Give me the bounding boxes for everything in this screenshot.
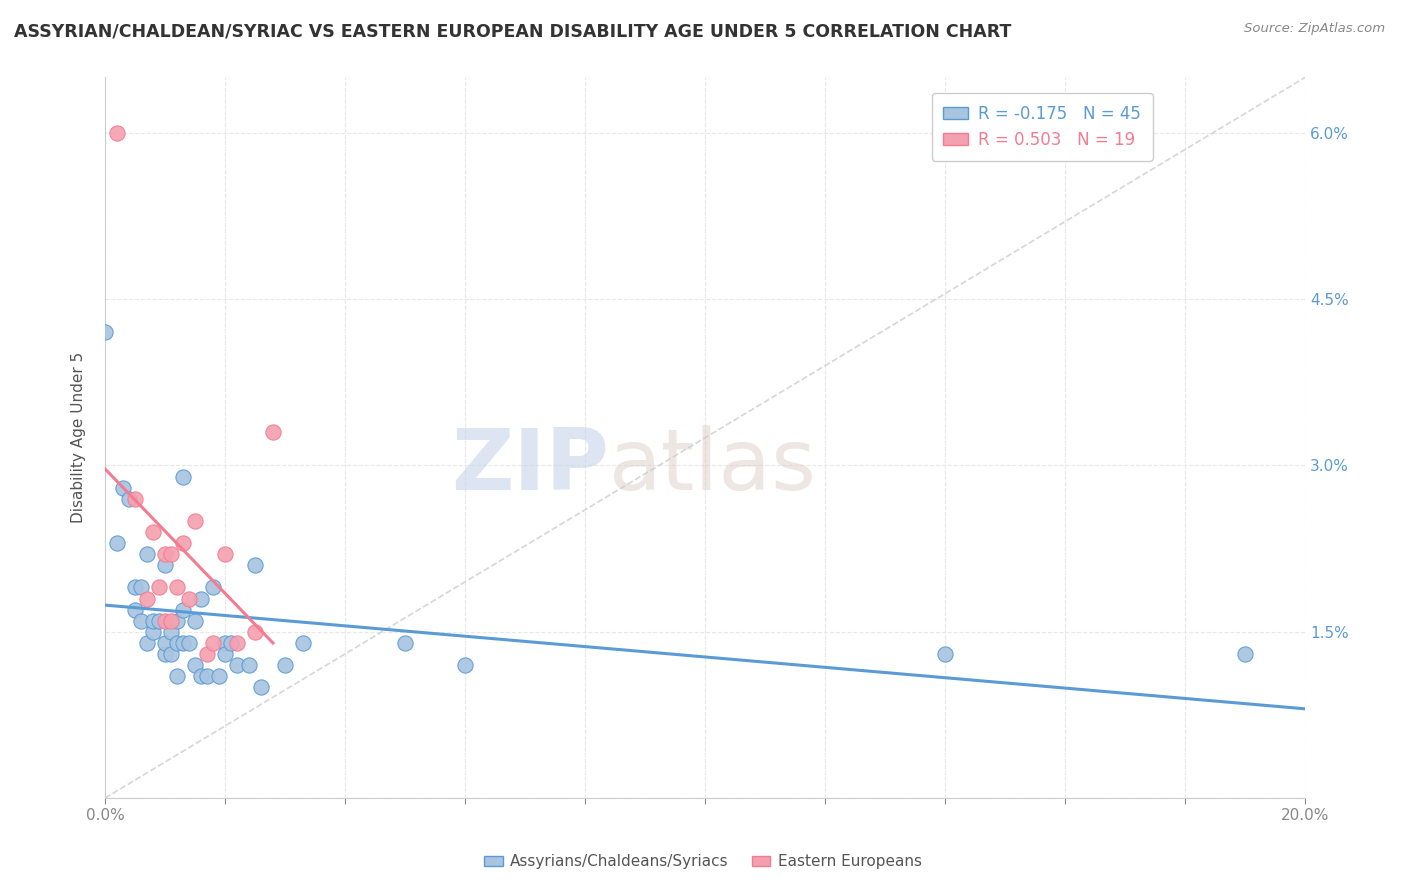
Point bbox=[136, 591, 159, 606]
Point bbox=[105, 126, 128, 140]
Point bbox=[160, 547, 183, 561]
Point bbox=[142, 614, 165, 628]
Point bbox=[177, 636, 200, 650]
Point bbox=[172, 636, 194, 650]
Point bbox=[243, 624, 266, 639]
Point bbox=[190, 591, 212, 606]
Point bbox=[129, 581, 152, 595]
Point bbox=[124, 581, 146, 595]
Point bbox=[184, 614, 207, 628]
Point bbox=[153, 547, 176, 561]
Point bbox=[166, 636, 188, 650]
Point bbox=[190, 669, 212, 683]
Point bbox=[238, 658, 260, 673]
Point bbox=[250, 680, 273, 694]
Point bbox=[153, 558, 176, 573]
Point bbox=[105, 536, 128, 550]
Point bbox=[201, 581, 224, 595]
Point bbox=[1234, 647, 1257, 661]
Point bbox=[153, 614, 176, 628]
Point bbox=[214, 547, 236, 561]
Text: ASSYRIAN/CHALDEAN/SYRIAC VS EASTERN EUROPEAN DISABILITY AGE UNDER 5 CORRELATION : ASSYRIAN/CHALDEAN/SYRIAC VS EASTERN EURO… bbox=[14, 22, 1011, 40]
Point bbox=[226, 658, 249, 673]
Point bbox=[124, 602, 146, 616]
Point bbox=[454, 658, 477, 673]
Point bbox=[111, 481, 134, 495]
Point bbox=[142, 624, 165, 639]
Point bbox=[166, 614, 188, 628]
Point bbox=[153, 636, 176, 650]
Point bbox=[394, 636, 416, 650]
Y-axis label: Disability Age Under 5: Disability Age Under 5 bbox=[72, 352, 86, 524]
Legend: R = -0.175   N = 45, R = 0.503   N = 19: R = -0.175 N = 45, R = 0.503 N = 19 bbox=[932, 93, 1153, 161]
Point bbox=[153, 647, 176, 661]
Point bbox=[201, 636, 224, 650]
Point bbox=[292, 636, 315, 650]
Point bbox=[262, 425, 284, 440]
Point bbox=[274, 658, 297, 673]
Point bbox=[160, 647, 183, 661]
Point bbox=[184, 658, 207, 673]
Point bbox=[136, 636, 159, 650]
Point bbox=[94, 326, 117, 340]
Point bbox=[160, 624, 183, 639]
Point bbox=[172, 602, 194, 616]
Text: ZIP: ZIP bbox=[451, 425, 609, 508]
Point bbox=[166, 669, 188, 683]
Point bbox=[208, 669, 231, 683]
Point bbox=[172, 536, 194, 550]
Point bbox=[136, 547, 159, 561]
Point bbox=[214, 636, 236, 650]
Point bbox=[226, 636, 249, 650]
Point bbox=[166, 581, 188, 595]
Point bbox=[243, 558, 266, 573]
Point bbox=[214, 647, 236, 661]
Point bbox=[934, 647, 956, 661]
Point bbox=[219, 636, 242, 650]
Point bbox=[148, 581, 170, 595]
Point bbox=[124, 491, 146, 506]
Point bbox=[195, 647, 218, 661]
Point bbox=[177, 591, 200, 606]
Legend: Assyrians/Chaldeans/Syriacs, Eastern Europeans: Assyrians/Chaldeans/Syriacs, Eastern Eur… bbox=[478, 848, 928, 875]
Text: Source: ZipAtlas.com: Source: ZipAtlas.com bbox=[1244, 22, 1385, 36]
Point bbox=[148, 614, 170, 628]
Point bbox=[184, 514, 207, 528]
Point bbox=[129, 614, 152, 628]
Point bbox=[142, 524, 165, 539]
Point bbox=[160, 614, 183, 628]
Point bbox=[118, 491, 141, 506]
Point bbox=[195, 669, 218, 683]
Text: atlas: atlas bbox=[609, 425, 817, 508]
Point bbox=[172, 469, 194, 483]
